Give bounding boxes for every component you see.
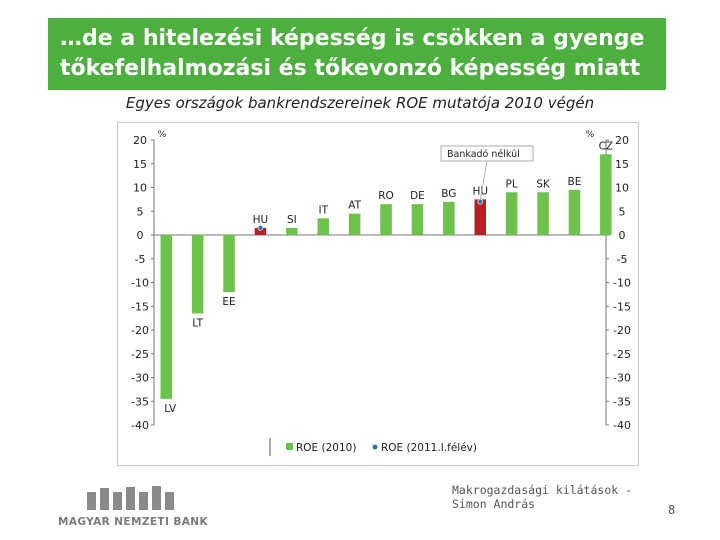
bar-lt: [191, 235, 204, 314]
slide-title-line-2: tőkefelhalmozási és tőkevonzó képesség m…: [60, 56, 641, 81]
bar-pl: [505, 192, 518, 235]
category-label: PL: [506, 178, 518, 190]
dot-2011-h1: [257, 225, 264, 231]
mnb-logo-icon: [87, 486, 174, 510]
y-tick-label-left: 15: [133, 158, 147, 171]
y-unit-left: %: [158, 130, 167, 140]
y-tick-label-right: -35: [613, 395, 631, 408]
dot-2011-h1: [477, 198, 484, 205]
y-tick-label-left: -10: [131, 277, 149, 290]
slide-title-line-1: …de a hitelezési képesség is csökken a g…: [60, 26, 645, 51]
category-label: BE: [568, 176, 582, 188]
legend-label-roe-2010: ROE (2010): [296, 442, 356, 454]
mnb-logo-text: MAGYAR NEMZETI BANK: [58, 516, 209, 528]
y-unit-right: %: [586, 130, 595, 140]
y-tick-label-right: -15: [613, 300, 631, 313]
y-tick-label-left: -30: [131, 372, 149, 385]
category-label: RO: [378, 190, 394, 202]
y-tick-label-right: -10: [613, 277, 631, 290]
y-tick-label-left: 10: [133, 182, 147, 195]
y-tick-label-left: -25: [131, 348, 149, 361]
category-label: LV: [164, 403, 177, 415]
y-tick-label-right: -20: [613, 324, 631, 337]
bar-sk: [537, 192, 549, 235]
bar-at: [348, 213, 361, 235]
bar-hu-highlight: [474, 199, 486, 235]
y-tick-label-right: 0: [619, 229, 626, 242]
category-label: LT: [192, 317, 203, 329]
bar-si: [286, 227, 298, 235]
legend-swatch-roe-2011: [372, 444, 378, 450]
y-tick-label-left: -40: [131, 419, 149, 432]
bar-it: [317, 218, 329, 235]
category-label: HU: [472, 185, 488, 197]
y-tick-label-left: 5: [137, 205, 144, 218]
page-number: 8: [668, 503, 676, 517]
y-tick-label-right: -5: [617, 253, 628, 266]
y-tick-label-right: 10: [615, 182, 629, 195]
legend-label-roe-2011: ROE (2011.I.félév): [381, 442, 477, 454]
category-label: CZ: [599, 140, 614, 152]
category-label: SK: [536, 178, 551, 190]
y-tick-label-left: -35: [131, 395, 149, 408]
bar-ee: [223, 235, 235, 292]
category-label: DE: [410, 190, 425, 202]
category-label: IT: [318, 204, 328, 216]
chart-title: Egyes országok bankrendszereinek ROE mut…: [125, 94, 595, 112]
bar-be: [568, 189, 581, 235]
y-tick-label-left: 20: [133, 134, 147, 147]
y-tick-label-left: 0: [137, 229, 144, 242]
y-tick-label-right: 20: [615, 134, 629, 147]
category-label: AT: [348, 200, 361, 212]
category-label: EE: [222, 296, 235, 308]
bar-ro: [380, 204, 392, 235]
bar-de: [411, 204, 424, 235]
y-tick-label-right: 5: [619, 205, 626, 218]
bar-bg: [443, 201, 455, 235]
chart-frame: [117, 122, 639, 466]
bar-lv: [160, 235, 172, 399]
annotation-label: Bankadó nélkül: [447, 149, 520, 160]
slide-title: …de a hitelezési képesség is csökken a g…: [48, 18, 666, 90]
category-label: BG: [441, 188, 456, 200]
y-tick-label-right: -30: [613, 372, 631, 385]
category-label: HU: [253, 214, 269, 226]
bar-cz: [600, 154, 612, 235]
y-tick-label-right: -40: [613, 419, 631, 432]
y-tick-label-left: -15: [131, 300, 149, 313]
y-tick-label-left: -20: [131, 324, 149, 337]
roe-bar-chart: 20 20 15 15 10 10 5 5 0 0 -5 -5 -10 -10 -15 -15 -20 -20 -2…: [131, 130, 631, 456]
bar-hu-highlight: [254, 227, 267, 235]
annotation-leader: [479, 160, 488, 200]
y-tick-label-left: -5: [135, 253, 146, 266]
category-label: SI: [287, 214, 297, 226]
y-tick-label-right: -25: [613, 348, 631, 361]
y-tick-label-right: 15: [615, 158, 629, 171]
legend-swatch-roe-2010: [286, 443, 293, 450]
footer-author: Makrogazdasági kilátások - Simon András: [452, 483, 633, 511]
